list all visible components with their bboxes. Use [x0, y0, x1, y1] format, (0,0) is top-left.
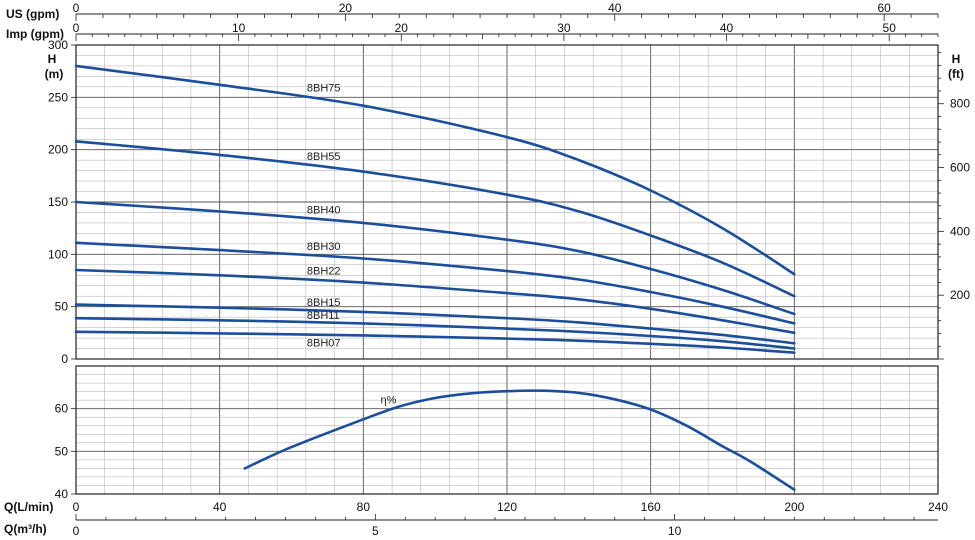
- head-ft-tick-label: 800: [950, 97, 970, 111]
- head-ft-tick-label: 200: [950, 288, 970, 302]
- efficiency-tick-label: 60: [55, 402, 69, 416]
- head-m-tick-label: 250: [48, 90, 68, 104]
- us-gpm-tick-label: 40: [608, 1, 622, 15]
- curve-8bh22: [74, 268, 796, 335]
- q-lpm-tick-label: 200: [784, 500, 804, 514]
- q-lpm-tick-label: 0: [73, 500, 80, 514]
- curve-label-8bh11: 8BH11: [307, 310, 340, 322]
- head-ft-tick-label: 600: [950, 161, 970, 175]
- efficiency-curve: [243, 389, 796, 491]
- grid-layer: [75, 44, 939, 495]
- curve-8bh40: [74, 200, 796, 316]
- curve-8bh30: [74, 241, 796, 325]
- us-gpm-tick-label: 0: [73, 1, 80, 15]
- q-lpm-tick-label: 240: [928, 500, 948, 514]
- curve-8bh11: [74, 316, 796, 350]
- head-ft-axis-unit: (ft): [948, 67, 964, 81]
- head-m-tick-label: 200: [48, 143, 68, 157]
- curve-8bh07: [74, 330, 796, 354]
- head-ft-axis-title: H: [952, 52, 961, 66]
- q-lpm-tick-label: 80: [357, 500, 371, 514]
- q-m3h-tick-label: 0: [73, 524, 80, 538]
- q-m3h-tick-label: 10: [668, 524, 682, 538]
- curve-label-8bh30: 8BH30: [307, 241, 341, 253]
- curve-label-8bh07: 8BH07: [307, 338, 341, 350]
- imp-gpm-tick-label: 30: [557, 21, 571, 35]
- head-m-tick-label: 0: [61, 352, 68, 366]
- imp-gpm-axis-title: Imp (gpm): [6, 27, 64, 41]
- frame-layer: [71, 13, 944, 521]
- efficiency-tick-label: 40: [55, 487, 69, 501]
- curve-8bh75: [74, 64, 796, 276]
- curve-8bh55: [74, 140, 796, 298]
- us-gpm-tick-label: 60: [877, 1, 891, 15]
- head-m-tick-label: 50: [55, 300, 69, 314]
- curve-label-8bh55: 8BH55: [307, 151, 341, 163]
- head-ft-tick-label: 400: [950, 224, 970, 238]
- efficiency-curve-label: η%: [381, 395, 397, 407]
- q-lpm-axis-title: Q(L/min): [4, 500, 53, 514]
- q-m3h-axis-title: Q(m³/h): [4, 522, 47, 536]
- efficiency-tick-label: 50: [55, 444, 69, 458]
- curve-layer: [74, 64, 796, 491]
- q-lpm-tick-label: 160: [641, 500, 661, 514]
- q-lpm-tick-label: 120: [497, 500, 517, 514]
- imp-gpm-tick-label: 10: [232, 21, 246, 35]
- us-gpm-tick-label: 20: [339, 1, 353, 15]
- imp-gpm-tick-label: 20: [395, 21, 409, 35]
- imp-gpm-tick-label: 0: [73, 21, 80, 35]
- curve-label-8bh15: 8BH15: [307, 297, 341, 309]
- curve-label-8bh22: 8BH22: [307, 266, 341, 278]
- head-m-tick-label: 300: [48, 38, 68, 52]
- q-m3h-tick-label: 5: [372, 524, 379, 538]
- q-lpm-tick-label: 40: [213, 500, 227, 514]
- label-layer: US (gpm)Imp (gpm)0 20 40 600 10 20 30 40 50H(m)0…: [4, 1, 970, 538]
- head-m-tick-label: 100: [48, 247, 68, 261]
- us-gpm-axis-title: US (gpm): [6, 7, 59, 21]
- head-m-tick-label: 150: [48, 195, 68, 209]
- curve-label-8bh75: 8BH75: [307, 82, 341, 94]
- imp-gpm-tick-label: 40: [720, 21, 734, 35]
- imp-gpm-tick-label: 50: [883, 21, 897, 35]
- head-m-axis-unit: (m): [45, 67, 64, 81]
- curve-8bh15: [74, 303, 796, 345]
- curve-label-8bh40: 8BH40: [307, 204, 341, 216]
- head-m-axis-title: H: [48, 52, 57, 66]
- efficiency-panel-frame: [75, 365, 939, 495]
